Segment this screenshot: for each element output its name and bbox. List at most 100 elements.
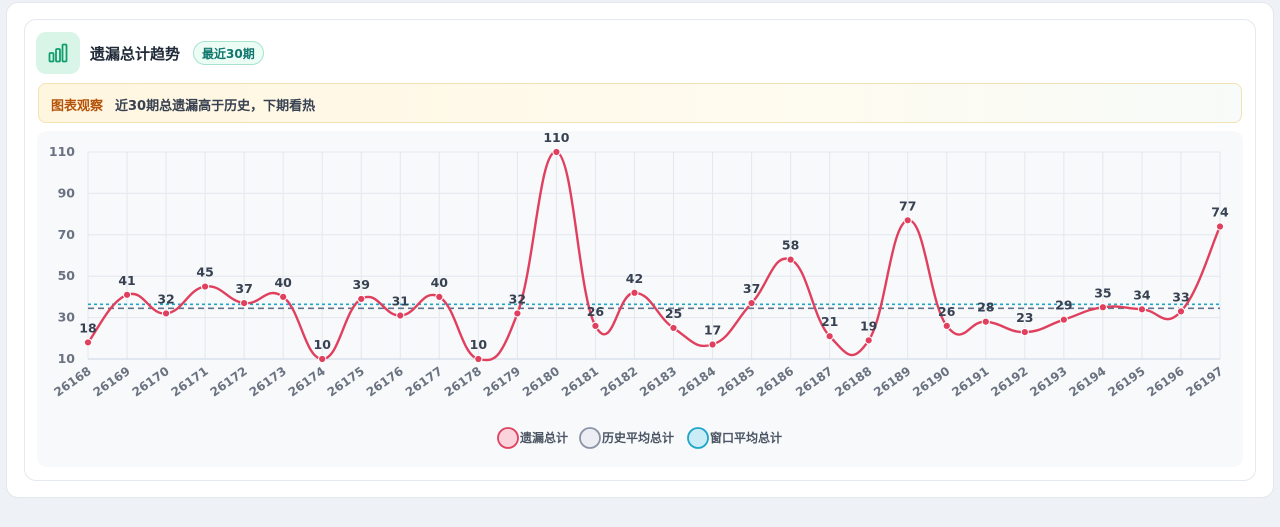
x-tick-label: 26193 — [1027, 364, 1069, 399]
y-tick-label: 30 — [58, 310, 76, 325]
y-tick-label: 70 — [58, 227, 76, 242]
x-tick-label: 26191 — [949, 364, 991, 399]
x-tick-label: 26182 — [598, 364, 640, 399]
data-label: 32 — [157, 291, 174, 306]
data-label: 74 — [1211, 205, 1229, 220]
data-point — [357, 294, 366, 304]
data-point — [122, 290, 132, 299]
data-label: 33 — [1172, 289, 1189, 304]
x-tick-label: 26177 — [403, 364, 445, 399]
x-tick-label: 26197 — [1183, 364, 1225, 399]
data-label: 34 — [1133, 287, 1151, 302]
data-label: 25 — [665, 306, 682, 321]
observation-text: 近30期总遗漏高于历史，下期看热 — [115, 99, 316, 114]
x-tick-label: 26170 — [130, 364, 172, 399]
data-label: 40 — [431, 275, 449, 290]
bar-chart-icon — [36, 32, 80, 74]
data-point — [981, 317, 990, 326]
data-point — [1059, 315, 1068, 324]
observation-notice: 图表观察 近30期总遗漏高于历史，下期看热 — [38, 83, 1242, 123]
x-tick-label: 26187 — [793, 364, 835, 399]
x-tick-label: 26172 — [208, 364, 250, 399]
data-point — [1098, 303, 1107, 312]
data-point — [786, 255, 795, 264]
x-tick-label: 26178 — [442, 364, 484, 399]
data-point — [552, 147, 561, 157]
data-label: 10 — [470, 337, 488, 352]
data-label: 35 — [1094, 285, 1111, 300]
data-point — [318, 354, 327, 364]
data-point — [279, 292, 288, 301]
x-tick-label: 26185 — [715, 364, 757, 399]
y-tick-label: 110 — [49, 144, 75, 159]
data-point — [825, 332, 834, 341]
x-tick-label: 26184 — [676, 364, 718, 399]
x-tick-label: 26189 — [871, 364, 913, 399]
data-point — [396, 311, 405, 320]
data-point — [83, 338, 93, 347]
y-tick-label: 90 — [58, 185, 76, 200]
legend-window-average-label: 窗口平均总计 — [710, 430, 782, 445]
y-tick-label: 50 — [58, 268, 76, 283]
x-tick-label: 26179 — [481, 364, 523, 399]
data-label: 17 — [704, 323, 721, 338]
x-tick-label: 26180 — [520, 364, 562, 399]
data-label: 19 — [860, 318, 877, 333]
x-tick-label: 26181 — [559, 364, 601, 399]
x-tick-label: 26190 — [910, 364, 952, 399]
data-point — [1020, 327, 1029, 337]
data-label: 40 — [274, 275, 292, 290]
data-label: 26 — [938, 304, 956, 319]
data-point — [474, 354, 483, 364]
x-tick-label: 26188 — [832, 364, 874, 399]
legend-history-average-marker — [579, 427, 601, 449]
data-point — [1137, 305, 1147, 314]
data-label: 29 — [1055, 298, 1072, 313]
period-badge: 最近30期 — [193, 41, 264, 65]
chart-area: 10 30 50 70 90 110 18 41 32 45 37 40 10 39 31 40 10 32 110… — [37, 130, 1243, 467]
data-point — [1215, 222, 1225, 231]
x-tick-label: 26175 — [325, 364, 367, 399]
data-point — [747, 299, 756, 308]
x-tick-label: 26171 — [169, 364, 211, 399]
x-tick-label: 26196 — [1144, 364, 1186, 399]
data-label: 37 — [235, 281, 252, 296]
y-tick-label: 10 — [58, 351, 76, 366]
data-label: 18 — [79, 320, 96, 335]
data-point — [161, 309, 171, 318]
data-point — [1176, 307, 1186, 316]
data-label: 23 — [1016, 310, 1033, 325]
series-line-遗漏总计 — [87, 150, 1222, 362]
x-tick-label: 26168 — [51, 364, 93, 399]
data-point — [630, 288, 639, 297]
data-point — [864, 336, 873, 345]
data-label: 31 — [392, 294, 409, 309]
x-tick-label: 26176 — [364, 364, 406, 399]
data-point — [669, 323, 678, 333]
x-tick-label: 26183 — [637, 364, 679, 399]
data-point — [513, 309, 522, 318]
data-label: 37 — [743, 281, 760, 296]
data-label: 26 — [587, 304, 605, 319]
data-label: 45 — [196, 265, 213, 280]
data-point — [435, 292, 444, 301]
data-point — [201, 282, 210, 291]
legend-series-label: 遗漏总计 — [519, 430, 568, 445]
data-point — [240, 299, 249, 308]
data-point — [942, 321, 951, 330]
data-label: 21 — [821, 314, 838, 329]
data-point — [591, 321, 600, 330]
data-label: 41 — [118, 273, 135, 288]
x-tick-label: 26194 — [1066, 364, 1108, 399]
x-tick-label: 26195 — [1105, 364, 1147, 399]
data-label: 110 — [543, 131, 569, 145]
data-point — [903, 216, 912, 225]
legend-window-average-marker — [687, 427, 709, 449]
data-label: 42 — [626, 271, 643, 286]
data-label: 58 — [782, 238, 799, 253]
x-tick-label: 26169 — [91, 364, 133, 399]
data-label: 39 — [353, 277, 370, 292]
legend-series-marker — [497, 427, 519, 449]
chart-title: 遗漏总计趋势 — [90, 45, 181, 63]
x-tick-label: 26186 — [754, 364, 796, 399]
